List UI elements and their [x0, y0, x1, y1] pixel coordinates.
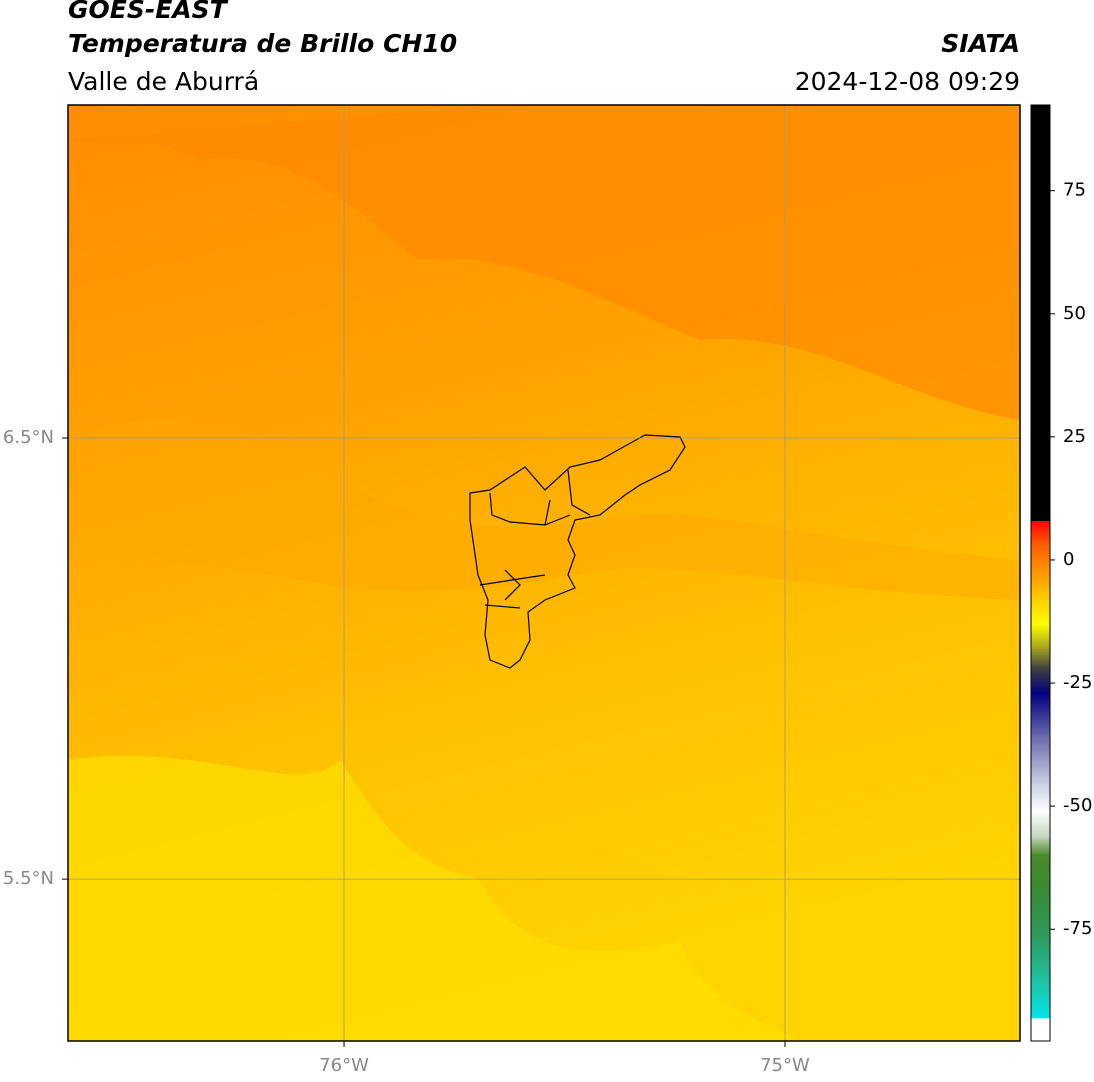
colorbar-tick-label: 50: [1063, 303, 1086, 324]
y-tick-label: 6.5°N: [3, 427, 54, 448]
colorbar-tick-label: 75: [1063, 180, 1086, 201]
colorbar-segment: [1031, 776, 1050, 812]
colorbar-segment: [1031, 105, 1050, 522]
x-tick-label: 76°W: [319, 1055, 369, 1076]
colorbar-segment: [1031, 1017, 1050, 1042]
colorbar-segment: [1031, 811, 1050, 837]
mid-region: [68, 418, 1020, 600]
colorbar-segment: [1031, 623, 1050, 650]
colorbar-frame: [1030, 104, 1051, 1042]
colorbar-segment: [1031, 934, 1050, 979]
colorbar-segment: [1031, 884, 1050, 935]
municipality-boundaries: [469, 434, 686, 669]
colorbar-segment: [1031, 855, 1050, 886]
cool-region: [68, 755, 800, 1041]
source: SIATA: [941, 29, 1020, 58]
colorbar-tick-label: 0: [1063, 549, 1074, 570]
colorbar-segment: [1031, 692, 1050, 733]
colorbar-tick-label: -25: [1063, 672, 1092, 693]
title: GOES-EAST: [68, 0, 229, 24]
map-frame: [67, 104, 1021, 1042]
map-field: [68, 105, 1020, 1041]
colorbar-segment: [1031, 668, 1050, 694]
timestamp: 2024-12-08 09:29: [795, 67, 1020, 96]
colorbar-segment: [1031, 732, 1050, 778]
colorbar-segment: [1031, 978, 1050, 1019]
colorbar-segment: [1031, 545, 1050, 586]
subtitle: Temperatura de Brillo CH10: [68, 29, 457, 58]
colorbar-segment: [1031, 584, 1050, 625]
colorbar-tick-label: -75: [1063, 918, 1092, 939]
colorbar-segment: [1031, 520, 1050, 546]
colorbar-tick-label: 25: [1063, 426, 1086, 447]
y-tick-label: 5.5°N: [3, 868, 54, 889]
warm-region: [68, 105, 1020, 420]
region: Valle de Aburrá: [68, 67, 259, 96]
colorbar-segment: [1031, 835, 1050, 856]
colorbar-tick-label: -50: [1063, 795, 1092, 816]
x-tick-label: 75°W: [760, 1055, 810, 1076]
colorbar-segment: [1031, 648, 1050, 669]
